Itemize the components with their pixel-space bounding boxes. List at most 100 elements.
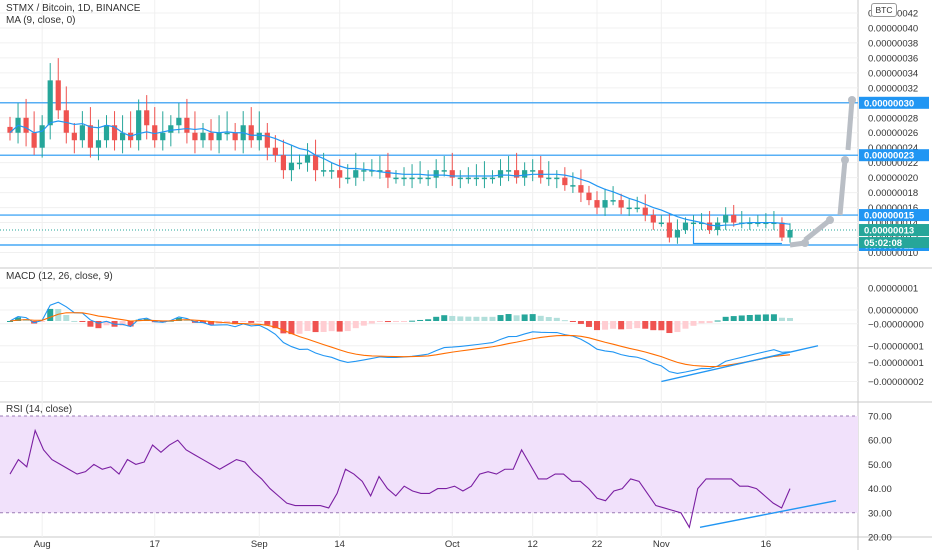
- macd-histogram-bar: [746, 315, 753, 321]
- macd-histogram-bar: [127, 321, 134, 327]
- candle-body: [63, 110, 69, 133]
- date-tick-label: 17: [149, 539, 160, 550]
- candle-body: [682, 222, 689, 231]
- macd-histogram-bar: [513, 315, 520, 321]
- date-tick-label: 14: [334, 539, 345, 550]
- candle-body: [296, 162, 303, 165]
- candle-body: [409, 177, 415, 180]
- candle-body: [31, 132, 37, 148]
- macd-histogram-bar: [328, 321, 335, 332]
- macd-tick-label: −0.00000002: [868, 377, 924, 388]
- candle-body: [329, 170, 335, 172]
- macd-histogram-bar: [481, 316, 488, 321]
- candle-body: [264, 132, 270, 148]
- projection-arrow-head: [848, 96, 856, 104]
- date-tick-label: Sep: [251, 539, 268, 550]
- price-line-tag-text: 0.00000015: [864, 211, 915, 222]
- macd-histogram-bar: [304, 321, 311, 331]
- macd-histogram-bar: [634, 321, 641, 329]
- candle-body: [723, 215, 729, 223]
- candle-body: [481, 177, 488, 180]
- macd-histogram-bar: [650, 321, 657, 331]
- candle-body: [522, 170, 528, 178]
- macd-histogram-bar: [561, 320, 568, 322]
- macd-histogram-bar: [449, 315, 456, 321]
- macd-histogram-bar: [159, 321, 166, 323]
- macd-histogram-bar: [248, 321, 255, 323]
- date-tick-label: 22: [592, 539, 603, 550]
- currency-badge[interactable]: BTC: [871, 3, 897, 17]
- candle-body: [441, 170, 447, 172]
- projection-arrow-head: [841, 156, 849, 164]
- price-tick-label: 0.00000024: [868, 143, 918, 154]
- macd-histogram-bar: [754, 314, 761, 321]
- macd-histogram-bar: [79, 321, 86, 322]
- candle-body: [385, 170, 391, 178]
- candle-body: [71, 132, 77, 141]
- candle-body: [79, 125, 85, 141]
- candle-body: [168, 125, 174, 133]
- candle-body: [280, 155, 287, 171]
- macd-histogram-bar: [47, 308, 54, 321]
- candle-body: [321, 170, 327, 172]
- candle-body: [39, 125, 45, 148]
- candle-body: [546, 177, 552, 180]
- candle-body: [755, 222, 761, 225]
- macd-histogram-bar: [738, 315, 745, 321]
- candle-body: [216, 132, 222, 141]
- macd-histogram-bar: [312, 321, 319, 333]
- candle-body: [666, 222, 672, 238]
- price-tick-label: 0.00000028: [868, 113, 918, 124]
- candle-body: [304, 155, 311, 163]
- macd-histogram-bar: [224, 321, 231, 324]
- price-line-tag: [859, 209, 929, 222]
- candle-body: [208, 132, 214, 141]
- candle-body: [111, 125, 118, 141]
- candle-body: [554, 177, 560, 180]
- candle-body: [457, 177, 463, 180]
- candle-body: [312, 155, 319, 171]
- macd-histogram-bar: [770, 314, 777, 321]
- macd-histogram-bar: [336, 321, 343, 332]
- candle-body: [626, 207, 632, 210]
- candle-body: [401, 177, 407, 180]
- candle-body: [698, 222, 705, 225]
- macd-histogram-bar: [682, 321, 689, 329]
- candle-body: [95, 140, 102, 148]
- macd-histogram-bar: [352, 321, 359, 329]
- rsi-tick-label: 50.00: [868, 460, 892, 471]
- macd-histogram-bar: [39, 321, 46, 322]
- candle-body: [449, 170, 455, 178]
- rsi-line: [9, 428, 791, 529]
- projection-arrow: [845, 99, 855, 151]
- macd-histogram-bar: [384, 321, 391, 323]
- price-tick-label: 0.00000016: [868, 203, 918, 214]
- date-tick-label: Aug: [34, 539, 51, 550]
- macd-trendline: [661, 345, 819, 383]
- price-line-tag: [859, 96, 929, 109]
- macd-tick-label: 0.00000001: [868, 284, 918, 295]
- date-tick-label: 12: [527, 539, 538, 550]
- price-tick-label: 0.00000020: [868, 173, 918, 184]
- candle-body: [594, 200, 600, 208]
- macd-histogram-bar: [521, 314, 528, 321]
- macd-histogram-bar: [272, 321, 279, 329]
- date-tick-label: Oct: [445, 539, 460, 550]
- candle-body: [497, 170, 504, 178]
- rsi-tick-label: 70.00: [868, 412, 892, 423]
- macd-histogram-bar: [7, 321, 13, 322]
- candle-body: [353, 170, 359, 178]
- projection-arrow: [803, 218, 832, 242]
- candle-body: [184, 117, 190, 133]
- macd-histogram-bar: [296, 321, 303, 334]
- macd-histogram-bar: [199, 321, 206, 323]
- candle-body: [747, 222, 753, 225]
- candle-body: [465, 177, 471, 180]
- macd-histogram-bar: [505, 314, 512, 321]
- macd-histogram-bar: [55, 309, 62, 321]
- macd-histogram-bar: [360, 321, 367, 326]
- macd-histogram-bar: [240, 321, 247, 322]
- price-tick-label: 0.00000018: [868, 188, 918, 199]
- symbol-legend: STMX / Bitcoin, 1D, BINANCE: [6, 3, 141, 14]
